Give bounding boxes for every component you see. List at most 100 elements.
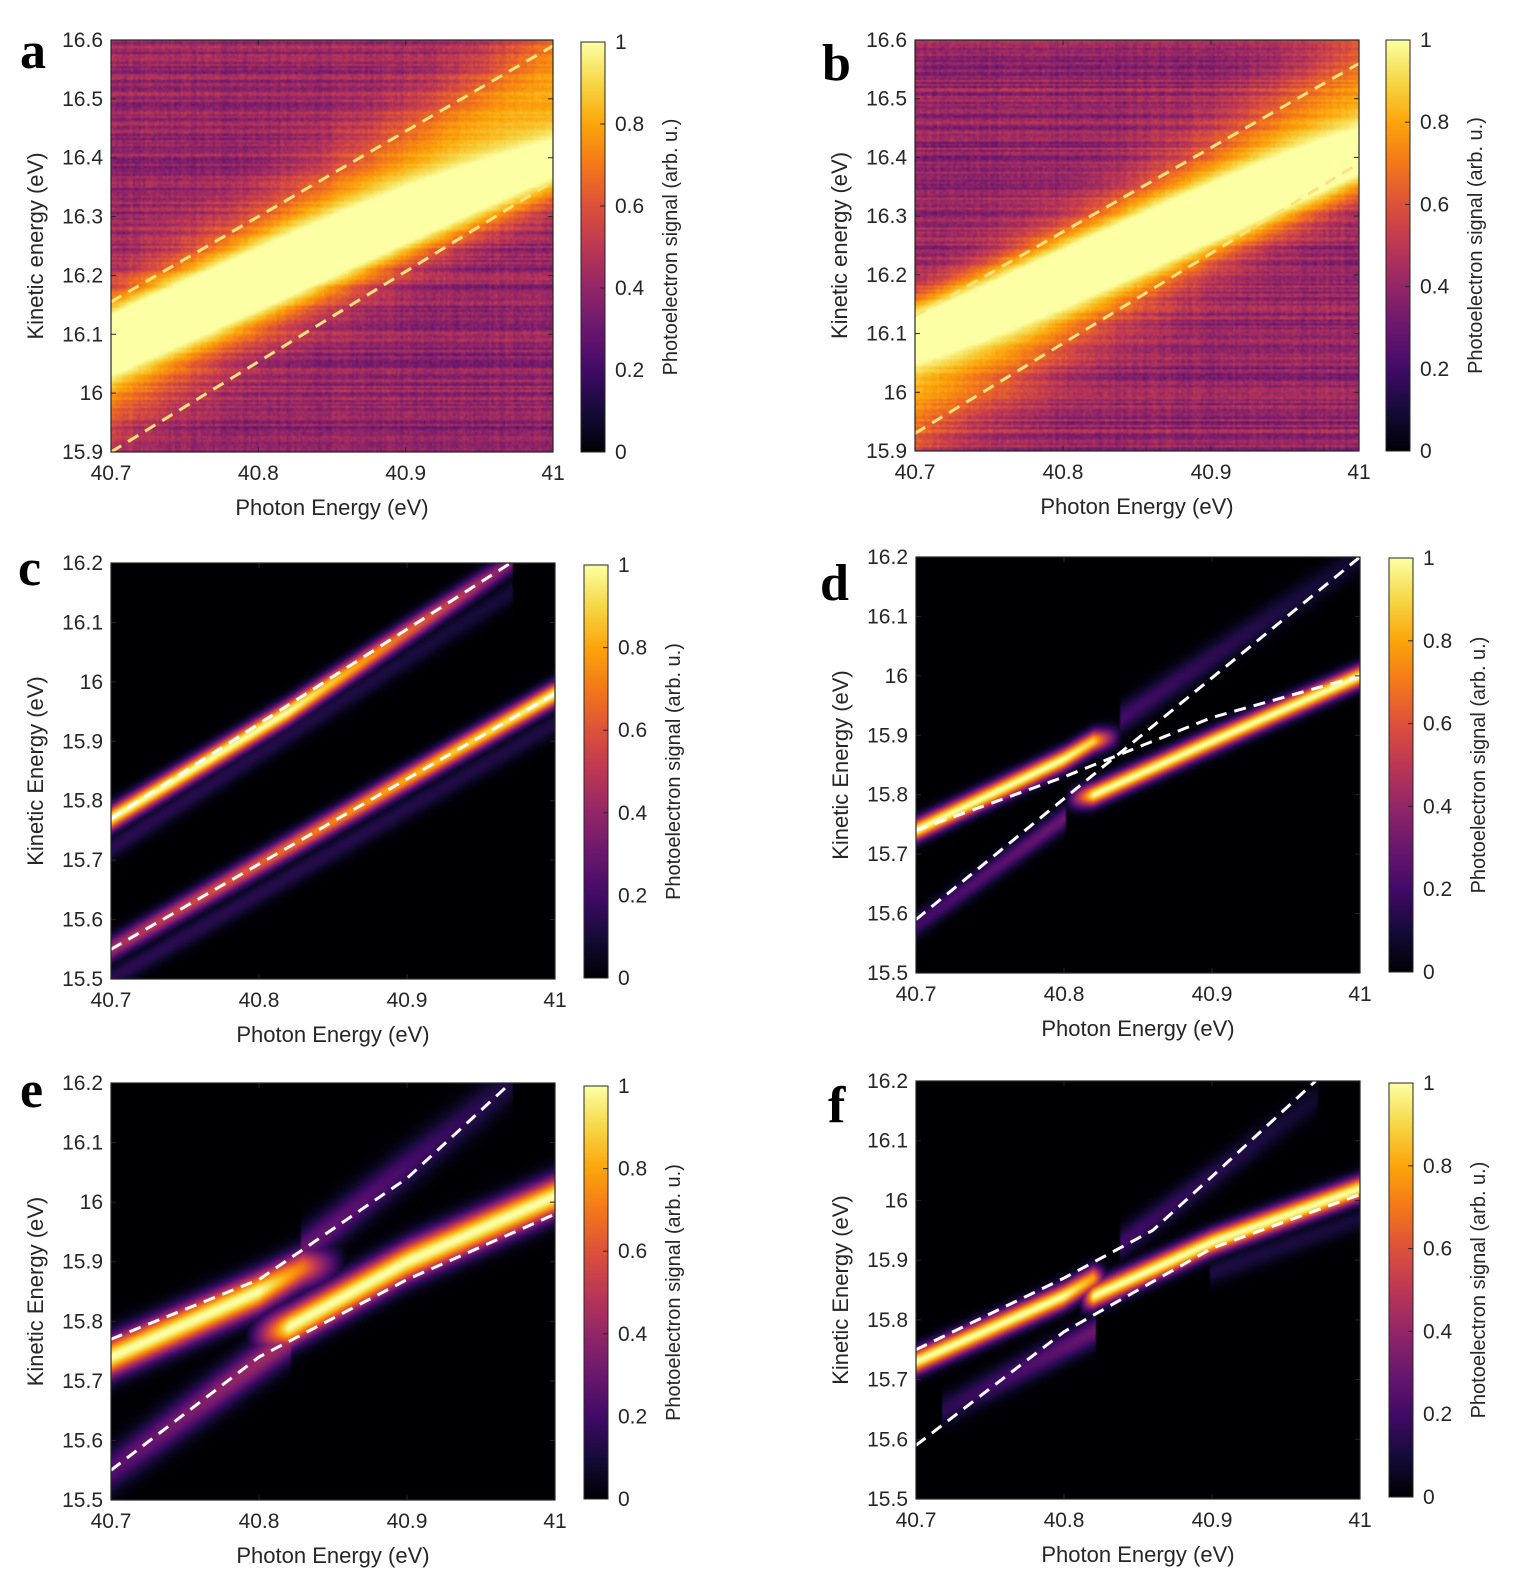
colorbar-tick-label: 0.6 <box>1420 193 1449 216</box>
dashed-line-1 <box>111 1083 512 1341</box>
panel-b: 40.7 40.8 40.9 41 15.9 16 16.1 16.2 16.3 16.4 16.5… <box>822 29 1487 519</box>
y-tick-label: 16 <box>80 382 103 405</box>
heatmap-image <box>111 563 555 979</box>
colorbar-tick-label: 0.2 <box>618 884 647 907</box>
y-tick-label: 16.2 <box>62 1072 103 1095</box>
y-tick-label: 15.7 <box>867 843 908 866</box>
y-tick-label: 15.9 <box>867 1249 908 1272</box>
colorbar: 0 0.2 0.4 0.6 0.8 1 Photoelectron signal (arb.… <box>1385 29 1487 463</box>
colorbar-tick-label: 1 <box>1423 1072 1435 1095</box>
x-tick-label: 40.9 <box>387 1510 428 1533</box>
x-tick-label: 41 <box>541 462 564 485</box>
panel-c: 40.7 40.8 40.9 41 15.5 15.6 15.7 15.8 15.9 16 16.1… <box>18 540 685 1047</box>
colorbar-tick-label: 0.4 <box>1423 1320 1453 1343</box>
x-tick-label: 40.7 <box>896 1509 937 1532</box>
colorbar-tick-label: 1 <box>618 554 630 577</box>
x-tick-label: 40.9 <box>1192 983 1233 1006</box>
y-tick-label: 16.1 <box>62 1132 103 1155</box>
x-tick-label: 41 <box>543 1510 566 1533</box>
x-axis-label: Photon Energy (eV) <box>1040 494 1233 519</box>
panel-label: f <box>828 1077 846 1134</box>
y-tick-label: 16.1 <box>866 323 907 346</box>
colorbar-label: Photoelectron signal (arb. u.) <box>663 643 685 900</box>
y-tick-label: 15.8 <box>867 784 908 807</box>
x-tick-label: 41 <box>1348 1509 1371 1532</box>
dashed-line-2 <box>111 180 553 452</box>
y-tick-label: 15.6 <box>867 1428 908 1451</box>
colorbar-tick-label: 0.8 <box>1423 630 1452 653</box>
colorbar-tick-label: 0.4 <box>618 802 648 825</box>
x-tick-label: 40.9 <box>1192 1509 1233 1532</box>
colorbar-tick-label: 0 <box>618 967 630 990</box>
panel-a: 40.7 40.8 40.9 41 15.9 16 16.1 16.2 16.3 16.4 16.5… <box>20 23 682 520</box>
x-axis-label: Photon Energy (eV) <box>1041 1016 1234 1041</box>
colorbar-tick-label: 0.6 <box>618 1240 647 1263</box>
dashed-line-1 <box>916 1081 1317 1352</box>
y-tick-label: 16.2 <box>867 546 908 569</box>
colorbar-tick-label: 0.8 <box>618 637 647 660</box>
x-tick-label: 40.8 <box>1044 1509 1085 1532</box>
colorbar-tick-label: 0.6 <box>1423 713 1452 736</box>
colorbar-tick-label: 0.2 <box>618 1405 647 1428</box>
y-axis-label: Kinetic Energy (eV) <box>23 676 48 866</box>
y-tick-label: 16.4 <box>62 147 103 170</box>
y-tick-label: 16.1 <box>867 1130 908 1153</box>
y-tick-label: 15.7 <box>867 1369 908 1392</box>
x-tick-label: 40.8 <box>238 462 279 485</box>
colorbar: 0 0.2 0.4 0.6 0.8 1 Photoelectron signal (arb.… <box>1388 547 1490 984</box>
colorbar-tick-label: 0.2 <box>1420 358 1449 381</box>
colorbar-tick-label: 0 <box>615 441 627 464</box>
x-tick-label: 40.9 <box>1191 461 1232 484</box>
y-tick-label: 15.7 <box>62 849 103 872</box>
x-tick-label: 40.8 <box>1044 983 1085 1006</box>
dashed-line-2 <box>915 162 1359 435</box>
colorbar-tick-label: 0.8 <box>1423 1155 1452 1178</box>
heatmap-image <box>111 40 553 452</box>
x-tick-label: 41 <box>1348 983 1371 1006</box>
panel-label: a <box>20 23 46 80</box>
colorbar-label: Photoelectron signal (arb. u.) <box>1468 637 1490 894</box>
x-tick-label: 40.8 <box>1043 461 1084 484</box>
panel-label: c <box>18 540 41 597</box>
y-tick-label: 16.6 <box>62 29 103 52</box>
y-tick-label: 15.9 <box>866 440 907 463</box>
axes-frame <box>915 1080 1361 1500</box>
x-tick-label: 40.7 <box>91 1510 132 1533</box>
y-axis-label: Kinetic Energy (eV) <box>828 1195 853 1385</box>
colorbar-tick-label: 0 <box>1420 440 1432 463</box>
y-tick-label: 16.3 <box>866 205 907 228</box>
y-tick-label: 16.1 <box>62 323 103 346</box>
x-tick-label: 40.8 <box>239 989 280 1012</box>
y-tick-label: 15.5 <box>867 1488 908 1511</box>
y-tick-label: 15.8 <box>867 1309 908 1332</box>
dashed-line-2 <box>916 1193 1360 1447</box>
colorbar-tick-label: 0 <box>1423 1486 1435 1509</box>
y-tick-label: 15.6 <box>62 909 103 932</box>
y-tick-label: 16.2 <box>62 552 103 575</box>
colorbar: 0 0.2 0.4 0.6 0.8 1 Photoelectron signal (arb.… <box>583 1075 685 1511</box>
y-tick-label: 15.5 <box>62 1489 103 1512</box>
dashed-line-1 <box>916 557 1360 921</box>
y-tick-label: 16 <box>885 1189 908 1212</box>
y-tick-label: 15.9 <box>62 730 103 753</box>
y-tick-label: 15.8 <box>62 1310 103 1333</box>
colorbar-label: Photoelectron signal (arb. u.) <box>660 119 682 376</box>
x-tick-label: 40.7 <box>91 462 132 485</box>
colorbar-tick-label: 1 <box>1423 547 1435 570</box>
y-tick-label: 16 <box>885 665 908 688</box>
x-tick-label: 41 <box>1347 461 1370 484</box>
colorbar-label: Photoelectron signal (arb. u.) <box>1465 117 1487 374</box>
colorbar-tick-label: 0.8 <box>615 113 644 136</box>
axes-frame <box>110 1082 556 1501</box>
y-tick-label: 16.5 <box>62 88 103 111</box>
y-tick-label: 16.5 <box>866 88 907 111</box>
colorbar: 0 0.2 0.4 0.6 0.8 1 Photoelectron signal (arb.… <box>1388 1072 1490 1509</box>
y-tick-label: 16 <box>80 671 103 694</box>
y-tick-label: 16 <box>884 381 907 404</box>
colorbar-tick-label: 0 <box>1423 961 1435 984</box>
y-tick-label: 15.6 <box>62 1429 103 1452</box>
colorbar-label: Photoelectron signal (arb. u.) <box>663 1164 685 1421</box>
colorbar-tick-label: 0.4 <box>1420 276 1450 299</box>
y-tick-label: 15.8 <box>62 790 103 813</box>
